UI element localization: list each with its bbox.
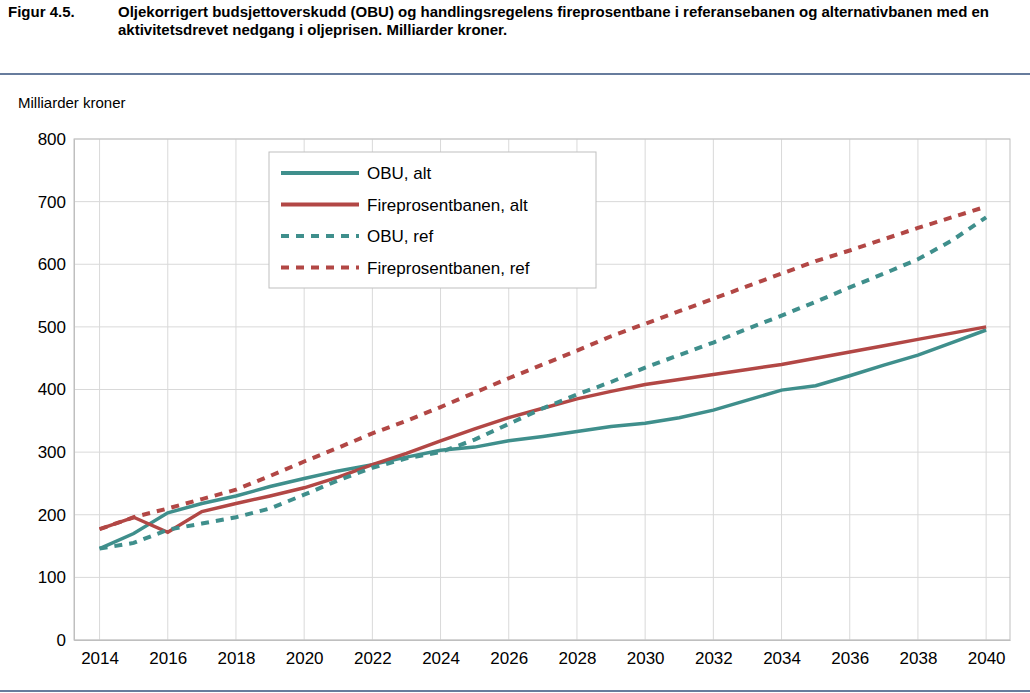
x-tick: 2016 (149, 640, 187, 668)
legend-swatch (281, 203, 359, 207)
x-tick: 2034 (763, 640, 801, 668)
x-tick-label: 2032 (695, 649, 733, 668)
x-tick-label: 2014 (81, 649, 119, 668)
x-tick: 2014 (81, 640, 119, 668)
y-tick: 300 (38, 443, 74, 462)
x-tick: 2038 (900, 640, 938, 668)
legend-box (269, 152, 596, 288)
y-tick-label: 700 (38, 193, 66, 212)
x-grid-line (849, 139, 850, 640)
y-tick: 200 (38, 506, 74, 525)
chart: Figur 4.5. Oljekorrigert budsjettoverskud… (0, 0, 1030, 693)
x-axis-line (75, 640, 1011, 641)
x-tick-label: 2018 (218, 649, 256, 668)
y-tick: 700 (38, 193, 74, 212)
y-tick: 800 (38, 130, 74, 149)
footer-rule (0, 690, 1030, 692)
y-tick-label: 200 (38, 506, 66, 525)
x-grid-line (99, 139, 100, 640)
y-tick-label: 300 (38, 443, 66, 462)
legend-swatch (281, 266, 359, 270)
series-line (100, 330, 987, 549)
plot: 0 100 200 300 400 500 600 700 800 2014 2016 2018 202… (38, 130, 1011, 668)
y-grid-line (74, 326, 1010, 327)
x-tick: 2036 (831, 640, 869, 668)
y-tick: 0 (57, 631, 74, 650)
x-tick-label: 2028 (559, 649, 597, 668)
y-axis-title: Milliarder kroner (18, 94, 126, 111)
y-tick-label: 600 (38, 255, 66, 274)
y-tick-label: 500 (38, 318, 66, 337)
legend: OBU, alt Fireprosentbanen, alt OBU, ref Fir… (269, 152, 596, 288)
x-tick-label: 2024 (422, 649, 460, 668)
y-tick: 400 (38, 380, 74, 399)
legend-swatch (281, 171, 359, 175)
legend-label: Fireprosentbanen, alt (367, 196, 528, 215)
figure-number: Figur 4.5. (8, 3, 75, 20)
x-tick-label: 2026 (490, 649, 528, 668)
x-tick: 2024 (422, 640, 460, 668)
y-tick-label: 400 (38, 380, 66, 399)
y-axis: 0 100 200 300 400 500 600 700 800 (38, 130, 75, 650)
y-tick-label: 0 (57, 631, 66, 650)
x-grid-line (167, 139, 168, 640)
y-tick: 100 (38, 568, 74, 587)
x-tick: 2028 (559, 640, 597, 668)
x-tick: 2020 (286, 640, 324, 668)
legend-swatch (281, 234, 359, 238)
x-tick: 2040 (968, 640, 1006, 668)
x-tick: 2032 (695, 640, 733, 668)
grid (74, 139, 1010, 640)
y-tick: 500 (38, 318, 74, 337)
x-axis: 2014 2016 2018 2020 2022 2024 2026 2028 2030 2032… (75, 640, 1011, 668)
plot-frame (74, 139, 1010, 640)
x-grid-line (917, 139, 918, 640)
x-tick-label: 2040 (968, 649, 1006, 668)
header-rule (0, 73, 1030, 75)
x-tick: 2026 (490, 640, 528, 668)
y-axis-line (74, 140, 75, 641)
x-tick: 2022 (354, 640, 392, 668)
x-tick-label: 2020 (286, 649, 324, 668)
y-tick-label: 100 (38, 568, 66, 587)
x-grid-line (986, 139, 987, 640)
x-grid-line (235, 139, 236, 640)
y-grid-line (74, 577, 1010, 578)
y-grid-line (74, 452, 1010, 453)
title: Oljekorrigert budsjettoverskudd (OBU) og… (118, 3, 989, 38)
y-tick: 600 (38, 255, 74, 274)
x-grid-line (713, 139, 714, 640)
y-grid-line (74, 514, 1010, 515)
x-tick-label: 2030 (627, 649, 665, 668)
legend-label: Fireprosentbanen, ref (367, 259, 530, 278)
x-tick-label: 2034 (763, 649, 801, 668)
x-tick-label: 2016 (149, 649, 187, 668)
y-tick-label: 800 (38, 130, 66, 149)
legend-label: OBU, ref (367, 227, 433, 246)
x-tick-label: 2036 (831, 649, 869, 668)
x-tick-label: 2022 (354, 649, 392, 668)
y-grid-line (74, 389, 1010, 390)
legend-label: OBU, alt (367, 164, 432, 183)
x-tick: 2030 (627, 640, 665, 668)
series-line (100, 327, 987, 532)
x-tick: 2018 (218, 640, 256, 668)
x-grid-line (645, 139, 646, 640)
x-tick-label: 2038 (900, 649, 938, 668)
